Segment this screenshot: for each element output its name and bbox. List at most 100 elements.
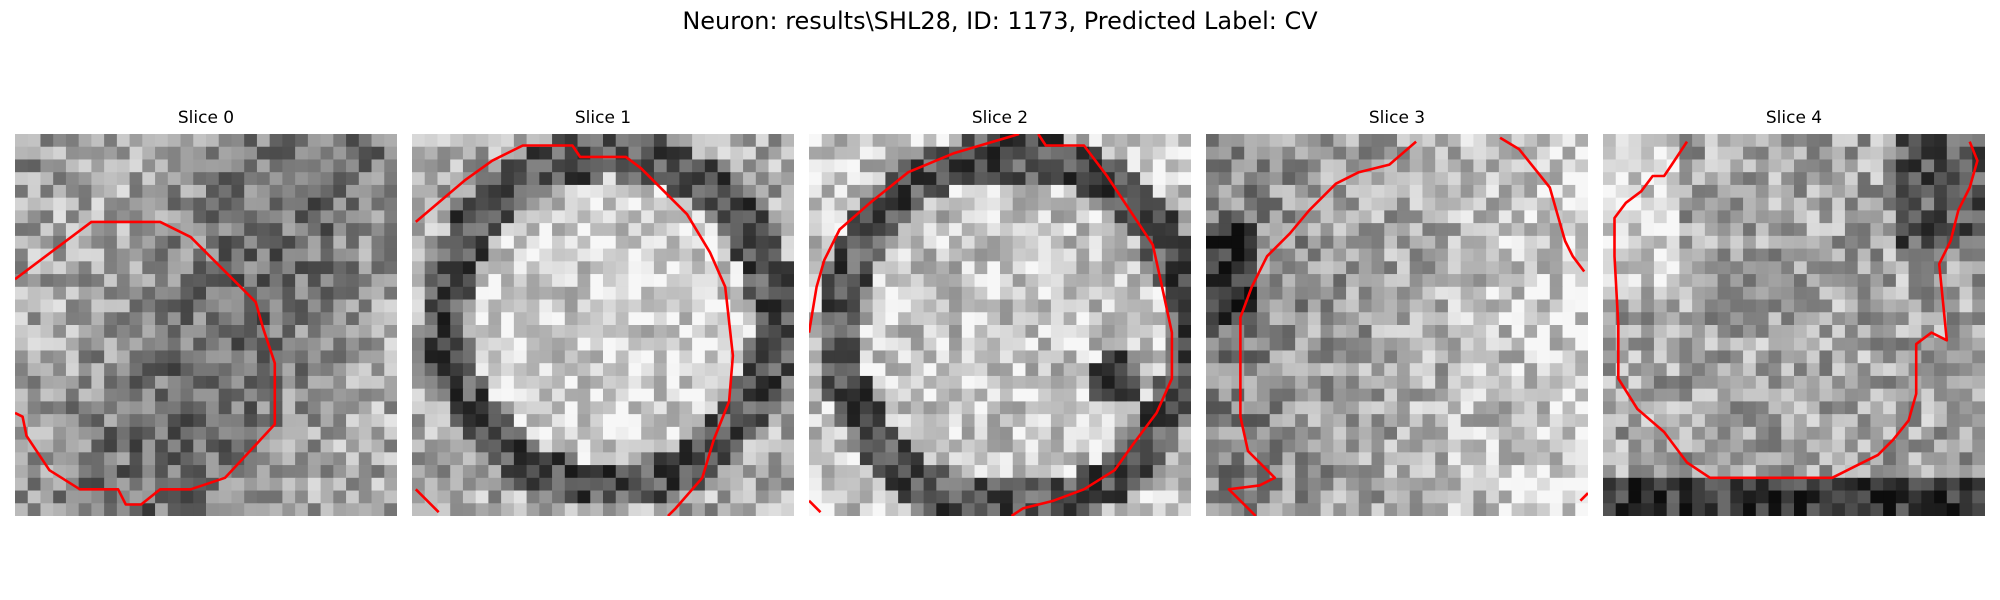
image-pixel (1819, 490, 1833, 504)
image-pixel (1486, 414, 1500, 428)
image-pixel (1178, 401, 1191, 415)
image-pixel (1050, 223, 1065, 237)
image-pixel (1794, 363, 1808, 377)
image-pixel (1101, 274, 1115, 288)
image-pixel (1101, 286, 1115, 300)
image-pixel (1422, 210, 1436, 224)
image-pixel (1358, 134, 1372, 148)
image-pixel (641, 248, 655, 262)
image-pixel (358, 210, 372, 224)
image-pixel (1575, 401, 1588, 415)
image-pixel (834, 325, 848, 339)
image-pixel (1165, 134, 1179, 148)
image-pixel (666, 235, 680, 249)
image-pixel (1819, 223, 1833, 237)
image-pixel (384, 274, 397, 288)
image-pixel (91, 363, 105, 377)
image-pixel (898, 452, 912, 466)
image-pixel (206, 299, 220, 313)
image-pixel (1743, 465, 1757, 479)
image-pixel (974, 325, 988, 339)
image-pixel (1908, 184, 1922, 199)
image-pixel (1358, 350, 1372, 364)
image-pixel (358, 172, 372, 186)
image-pixel (295, 401, 309, 415)
image-pixel (1320, 439, 1334, 453)
image-pixel (1934, 439, 1948, 453)
image-pixel (1921, 414, 1935, 428)
image-pixel (1730, 388, 1744, 402)
image-pixel (1946, 337, 1960, 351)
image-pixel (1615, 503, 1629, 516)
image-pixel (847, 146, 861, 160)
image-pixel (1666, 172, 1680, 186)
image-pixel (1794, 261, 1808, 275)
image-pixel (91, 452, 105, 466)
image-pixel (333, 146, 347, 160)
image-pixel (1333, 465, 1347, 479)
image-pixel (1231, 363, 1245, 377)
image-pixel (1346, 439, 1360, 453)
image-pixel (809, 490, 823, 504)
image-pixel (1346, 426, 1360, 440)
image-pixel (358, 286, 372, 300)
image-pixel (936, 503, 950, 516)
image-pixel (1794, 503, 1808, 516)
image-pixel (1704, 223, 1718, 237)
image-pixel (1959, 286, 1973, 300)
slice-image (809, 134, 1191, 516)
image-pixel (1114, 184, 1128, 199)
image-pixel (1549, 477, 1563, 491)
image-pixel (1768, 490, 1782, 504)
image-pixel (1895, 388, 1909, 402)
image-pixel (1883, 375, 1897, 390)
image-pixel (155, 146, 169, 160)
image-pixel (450, 439, 464, 453)
image-pixel (1641, 350, 1655, 364)
image-pixel (1101, 414, 1115, 428)
image-pixel (1844, 235, 1859, 249)
image-pixel (371, 350, 385, 364)
image-pixel (910, 325, 924, 339)
image-pixel (1460, 172, 1474, 186)
image-pixel (1959, 172, 1973, 186)
image-pixel (1857, 134, 1871, 148)
image-pixel (104, 210, 118, 224)
image-pixel (781, 350, 794, 364)
image-pixel (666, 363, 680, 377)
image-pixel (371, 414, 385, 428)
image-pixel (1921, 312, 1935, 326)
image-pixel (1857, 172, 1871, 186)
image-pixel (1806, 350, 1820, 364)
image-pixel (704, 363, 718, 377)
image-pixel (743, 465, 757, 479)
image-pixel (104, 477, 118, 491)
image-pixel (910, 414, 924, 428)
image-pixel (603, 490, 617, 504)
image-pixel (1717, 325, 1731, 339)
image-pixel (27, 184, 41, 199)
image-pixel (1371, 490, 1385, 504)
image-pixel (653, 286, 668, 300)
slice-image (15, 134, 397, 516)
image-pixel (653, 490, 668, 504)
image-pixel (1165, 172, 1179, 186)
image-pixel (590, 286, 604, 300)
image-pixel (488, 159, 502, 173)
image-pixel (155, 261, 169, 275)
image-pixel (450, 452, 464, 466)
image-pixel (859, 503, 874, 516)
image-pixel (1473, 388, 1487, 402)
image-pixel (501, 210, 515, 224)
image-pixel (1895, 210, 1909, 224)
image-pixel (974, 184, 988, 199)
image-pixel (834, 146, 848, 160)
image-pixel (501, 325, 515, 339)
image-pixel (1755, 325, 1769, 339)
image-pixel (539, 375, 553, 390)
image-pixel (768, 465, 782, 479)
image-pixel (1409, 172, 1423, 186)
image-pixel (1755, 426, 1769, 440)
image-pixel (730, 490, 744, 504)
image-pixel (847, 261, 861, 275)
